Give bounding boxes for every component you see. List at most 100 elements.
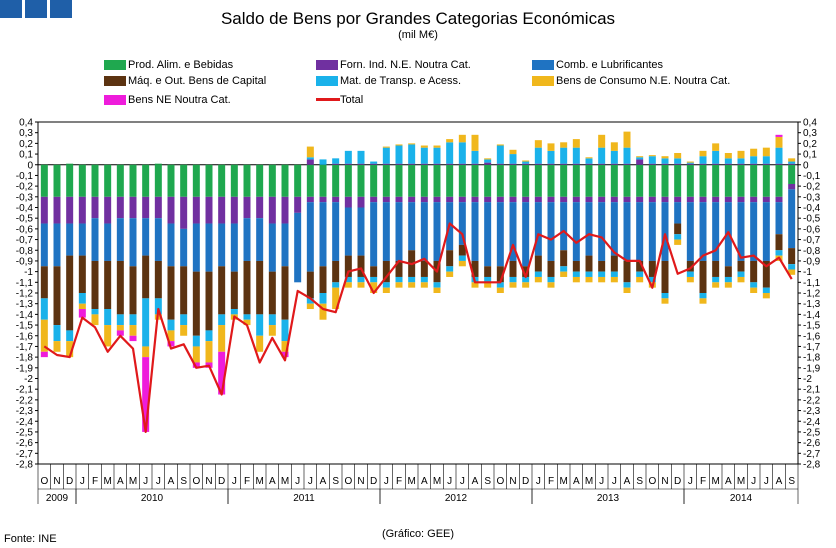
bar-segment <box>560 142 568 148</box>
y-tick-label-left: -1,4 <box>16 310 34 321</box>
legend-swatch <box>316 98 340 101</box>
bar-segment <box>218 164 226 197</box>
y-tick-label-right: -1,8 <box>803 353 821 364</box>
bar-segment <box>471 202 479 261</box>
y-tick-label-left: -2 <box>24 374 33 385</box>
bar-segment <box>116 314 124 326</box>
bar-segment <box>788 164 796 184</box>
y-tick-label-left: -2,8 <box>16 460 34 471</box>
x-tick-label: J <box>599 476 604 487</box>
bar-segment <box>775 202 783 235</box>
bar-segment <box>332 260 340 283</box>
y-tick-label-right: -1 <box>803 267 812 278</box>
bar-segment <box>395 202 403 261</box>
bar-segment <box>636 156 644 158</box>
bar-segment <box>332 163 340 165</box>
bar-segment <box>142 255 150 299</box>
bar-segment <box>775 196 783 203</box>
bar-segment <box>218 351 226 395</box>
bar-segment <box>116 325 124 331</box>
y-tick-label-left: -1,8 <box>16 353 34 364</box>
x-tick-label: O <box>192 476 200 487</box>
y-tick-label-right: 0,3 <box>803 128 817 139</box>
bar-segment <box>395 260 403 277</box>
legend-swatch <box>532 76 554 86</box>
bar-segment <box>471 282 479 288</box>
bar-segment <box>433 145 441 148</box>
bar-segment <box>762 147 770 157</box>
bar-segment <box>585 276 593 283</box>
bar-segment <box>319 196 327 203</box>
bar-segment <box>509 164 517 197</box>
bar-segment <box>116 196 124 219</box>
x-tick-label: J <box>295 476 300 487</box>
bar-segment <box>522 164 530 197</box>
bar-segment <box>762 293 770 299</box>
bar-segment <box>547 282 555 288</box>
bar-segment <box>319 303 327 320</box>
y-tick-label-right: 0 <box>803 160 809 171</box>
bar-segment <box>534 276 542 283</box>
bar-segment <box>509 282 517 288</box>
legend-label: Prod. Alim. e Bebidas <box>128 59 234 71</box>
bar-segment <box>585 271 593 277</box>
x-tick-label: J <box>308 476 313 487</box>
bar-segment <box>737 202 745 261</box>
bar-segment <box>788 189 796 249</box>
bar-segment <box>268 314 276 326</box>
y-tick-label-left: -0,1 <box>16 171 34 182</box>
bar-segment <box>66 196 74 224</box>
bar-segment <box>509 154 517 164</box>
bar-segment <box>572 202 580 261</box>
bar-segment <box>420 145 428 148</box>
x-tick-label: J <box>143 476 148 487</box>
bar-segment <box>724 276 732 283</box>
bar-segment <box>623 202 631 261</box>
bar-segment <box>180 314 188 326</box>
bar-segment <box>547 143 555 151</box>
bar-segment <box>610 202 618 256</box>
bar-segment <box>91 260 99 310</box>
bar-segment <box>496 145 504 164</box>
bar-segment <box>750 196 758 203</box>
x-tick-label: D <box>522 476 529 487</box>
y-tick-label-left: -2,4 <box>16 417 34 428</box>
bar-segment <box>636 260 644 272</box>
bar-segment <box>509 276 517 283</box>
bar-segment <box>560 164 568 197</box>
bar-segment <box>420 260 428 277</box>
bar-segment <box>116 218 124 261</box>
bar-segment <box>598 271 606 277</box>
bar-segment <box>281 319 289 342</box>
bar-segment <box>382 196 390 203</box>
x-tick-label: M <box>255 476 263 487</box>
y-tick-label-left: -1 <box>24 267 33 278</box>
bar-segment <box>750 148 758 157</box>
bar-segment <box>142 196 150 219</box>
bar-segment <box>344 276 352 283</box>
bar-segment <box>699 293 707 299</box>
bar-segment <box>648 196 656 203</box>
bar-segment <box>104 164 112 197</box>
legend-label: Mat. de Transp. e Acess. <box>340 75 462 87</box>
bar-segment <box>724 152 732 159</box>
bar-segment <box>458 255 466 261</box>
bar-segment <box>509 196 517 203</box>
bar-segment <box>750 202 758 261</box>
bar-segment <box>623 147 631 164</box>
bar-segment <box>788 269 796 275</box>
bar-segment <box>522 160 530 162</box>
bar-segment <box>598 196 606 203</box>
x-year-label: 2013 <box>597 493 620 504</box>
bar-segment <box>344 207 352 256</box>
bar-segment <box>281 341 289 352</box>
x-tick-label: N <box>509 476 516 487</box>
bar-segment <box>636 157 644 160</box>
x-tick-label: M <box>129 476 137 487</box>
y-tick-label-right: 0,4 <box>803 118 817 129</box>
bar-segment <box>598 276 606 283</box>
bar-segment <box>712 202 720 261</box>
bar-segment <box>471 164 479 197</box>
bar-segment <box>585 255 593 272</box>
y-tick-label-right: -1,3 <box>803 299 821 310</box>
